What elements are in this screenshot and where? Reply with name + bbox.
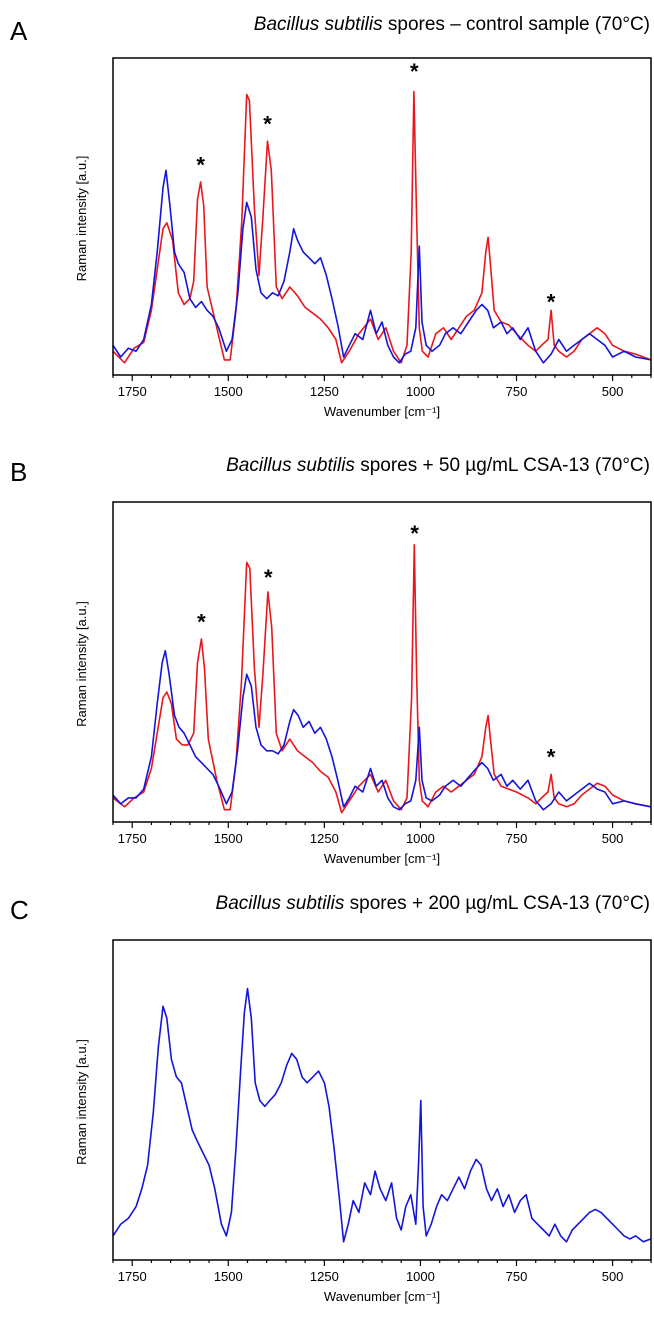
panel-letter: C [10, 895, 29, 925]
x-tick-label: 1750 [118, 384, 147, 399]
x-tick-label: 1750 [118, 831, 147, 846]
x-tick-label: 1250 [310, 1269, 339, 1284]
x-tick-label: 500 [602, 831, 624, 846]
plot-frame [112, 501, 652, 823]
series-group [113, 987, 651, 1243]
panel-c: C Bacillus subtilis spores + 200 µg/mL CS… [10, 893, 652, 1304]
peak-asterisk: * [263, 112, 272, 137]
peak-asterisk: * [547, 745, 556, 770]
y-axis-label: Raman intensity [a.u.] [74, 601, 89, 727]
series-line-blue [113, 987, 651, 1243]
panel-letter: B [10, 457, 27, 487]
x-tick-label: 1500 [214, 384, 243, 399]
x-tick-label: 1500 [214, 1269, 243, 1284]
x-tick-label: 1250 [310, 384, 339, 399]
plot-frame [112, 939, 652, 1261]
title-italic: Bacillus subtilis [226, 455, 355, 476]
series-line-red [113, 544, 651, 814]
panel-b: B Bacillus subtilis spores + 50 µg/mL CSA… [10, 455, 652, 866]
x-tick-label: 1000 [406, 1269, 435, 1284]
title-italic: Bacillus subtilis [216, 893, 345, 914]
title-rest: spores + 50 µg/mL CSA-13 (70°C) [355, 455, 650, 476]
panel-a: A Bacillus subtilis spores – control samp… [10, 14, 652, 419]
title-rest: spores + 200 µg/mL CSA-13 (70°C) [344, 893, 650, 914]
peak-asterisk: * [410, 521, 419, 546]
series-line-blue [113, 649, 651, 811]
x-axis-label: Wavenumber [cm⁻¹] [324, 1289, 440, 1304]
x-tick-label: 1000 [406, 831, 435, 846]
y-axis-label: Raman intensity [a.u.] [74, 156, 89, 282]
x-tick-label: 500 [602, 384, 624, 399]
series-group [113, 544, 651, 814]
x-tick-label: 1000 [406, 384, 435, 399]
peak-asterisk: * [197, 609, 206, 634]
x-tick-label: 500 [602, 1269, 624, 1284]
peak-asterisk: * [264, 565, 273, 590]
x-tick-label: 750 [506, 1269, 528, 1284]
plot-frame [112, 57, 652, 376]
panel-title: Bacillus subtilis spores – control sampl… [254, 14, 650, 35]
peak-asterisk: * [547, 290, 556, 315]
x-tick-label: 1250 [310, 831, 339, 846]
x-axis-label: Wavenumber [cm⁻¹] [324, 404, 440, 419]
peak-asterisk: * [196, 153, 205, 178]
panel-letter: A [10, 16, 28, 46]
x-tick-label: 750 [506, 384, 528, 399]
peak-asterisk: * [410, 59, 419, 84]
y-axis-label: Raman intensity [a.u.] [74, 1039, 89, 1165]
series-line-blue [113, 169, 651, 364]
panel-title: Bacillus subtilis spores + 200 µg/mL CSA… [216, 893, 650, 914]
x-tick-label: 1500 [214, 831, 243, 846]
title-italic: Bacillus subtilis [254, 14, 383, 35]
x-axis-label: Wavenumber [cm⁻¹] [324, 851, 440, 866]
panel-title: Bacillus subtilis spores + 50 µg/mL CSA-… [226, 455, 650, 476]
series-group [113, 90, 651, 364]
x-tick-label: 750 [506, 831, 528, 846]
title-rest: spores – control sample (70°C) [383, 14, 650, 35]
x-tick-label: 1750 [118, 1269, 147, 1284]
